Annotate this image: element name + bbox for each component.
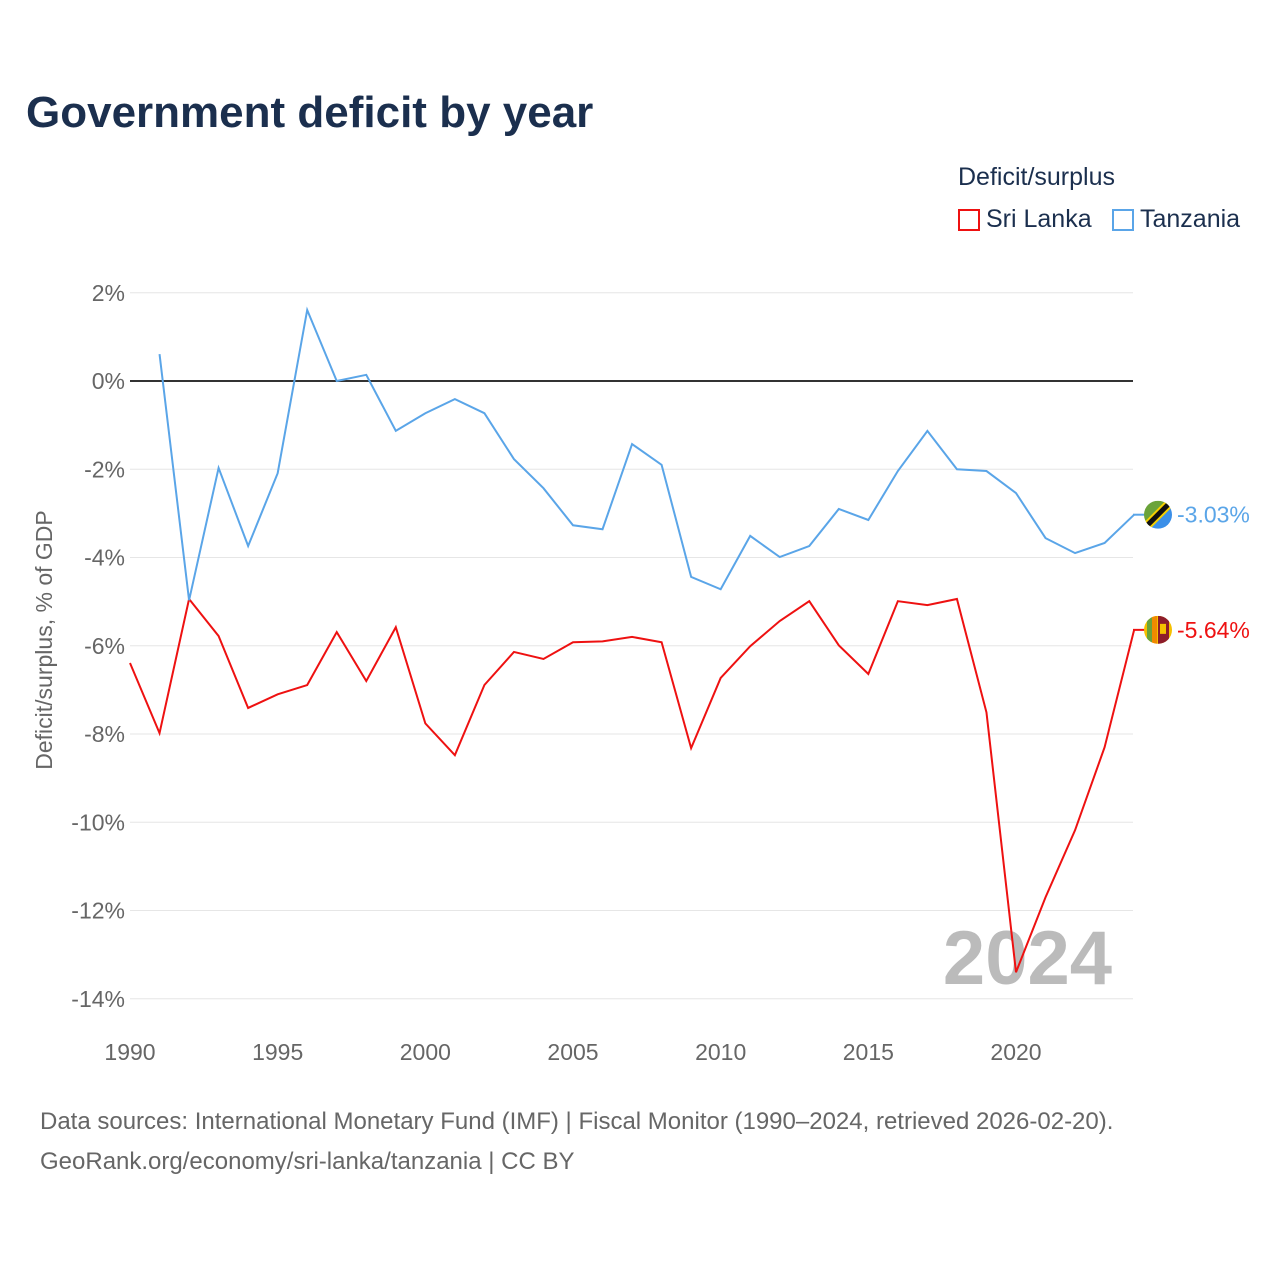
y-tick-label: 0% xyxy=(92,368,125,394)
legend-swatch xyxy=(958,208,980,231)
series-line-tanzania xyxy=(158,306,1135,601)
y-tick-label: 2% xyxy=(92,280,125,306)
tanzania-flag-icon xyxy=(1144,500,1172,529)
x-tick-label: 2020 xyxy=(990,1039,1041,1065)
y-tick-label: -8% xyxy=(84,721,125,747)
y-tick-label: -14% xyxy=(71,986,125,1012)
year-watermark: 2024 xyxy=(943,916,1112,1001)
x-tick-label: 2005 xyxy=(547,1039,598,1065)
sri-lanka-flag-icon xyxy=(1144,615,1172,644)
y-axis-label: Deficit/surplus, % of GDP xyxy=(31,510,57,769)
legend-item-sri-lanka[interactable]: Sri Lanka xyxy=(958,205,1092,234)
legend-label: Tanzania xyxy=(1140,205,1241,233)
footer-source: Data sources: International Monetary Fun… xyxy=(40,1108,1114,1135)
chart-title: Government deficit by year xyxy=(26,88,594,137)
x-tick-label: 1995 xyxy=(252,1039,303,1065)
y-tick-label: -10% xyxy=(71,809,125,835)
y-tick-label: -2% xyxy=(84,456,125,482)
end-value-label: -5.64% xyxy=(1177,617,1250,643)
legend-title: Deficit/surplus xyxy=(958,163,1115,191)
legend-label: Sri Lanka xyxy=(986,205,1092,233)
y-tick-label: -12% xyxy=(71,898,125,924)
legend-swatch xyxy=(1112,208,1134,231)
y-tick-label: -6% xyxy=(84,633,125,659)
end-value-label: -3.03% xyxy=(1177,502,1250,528)
x-tick-label: 2015 xyxy=(843,1039,894,1065)
legend-item-tanzania[interactable]: Tanzania xyxy=(1112,205,1240,234)
x-tick-label: 2000 xyxy=(400,1039,451,1065)
x-tick-label: 1990 xyxy=(104,1039,155,1065)
footer-license: GeoRank.org/economy/sri-lanka/tanzania |… xyxy=(40,1148,575,1175)
x-tick-label: 2010 xyxy=(695,1039,746,1065)
y-tick-label: -4% xyxy=(84,545,125,571)
